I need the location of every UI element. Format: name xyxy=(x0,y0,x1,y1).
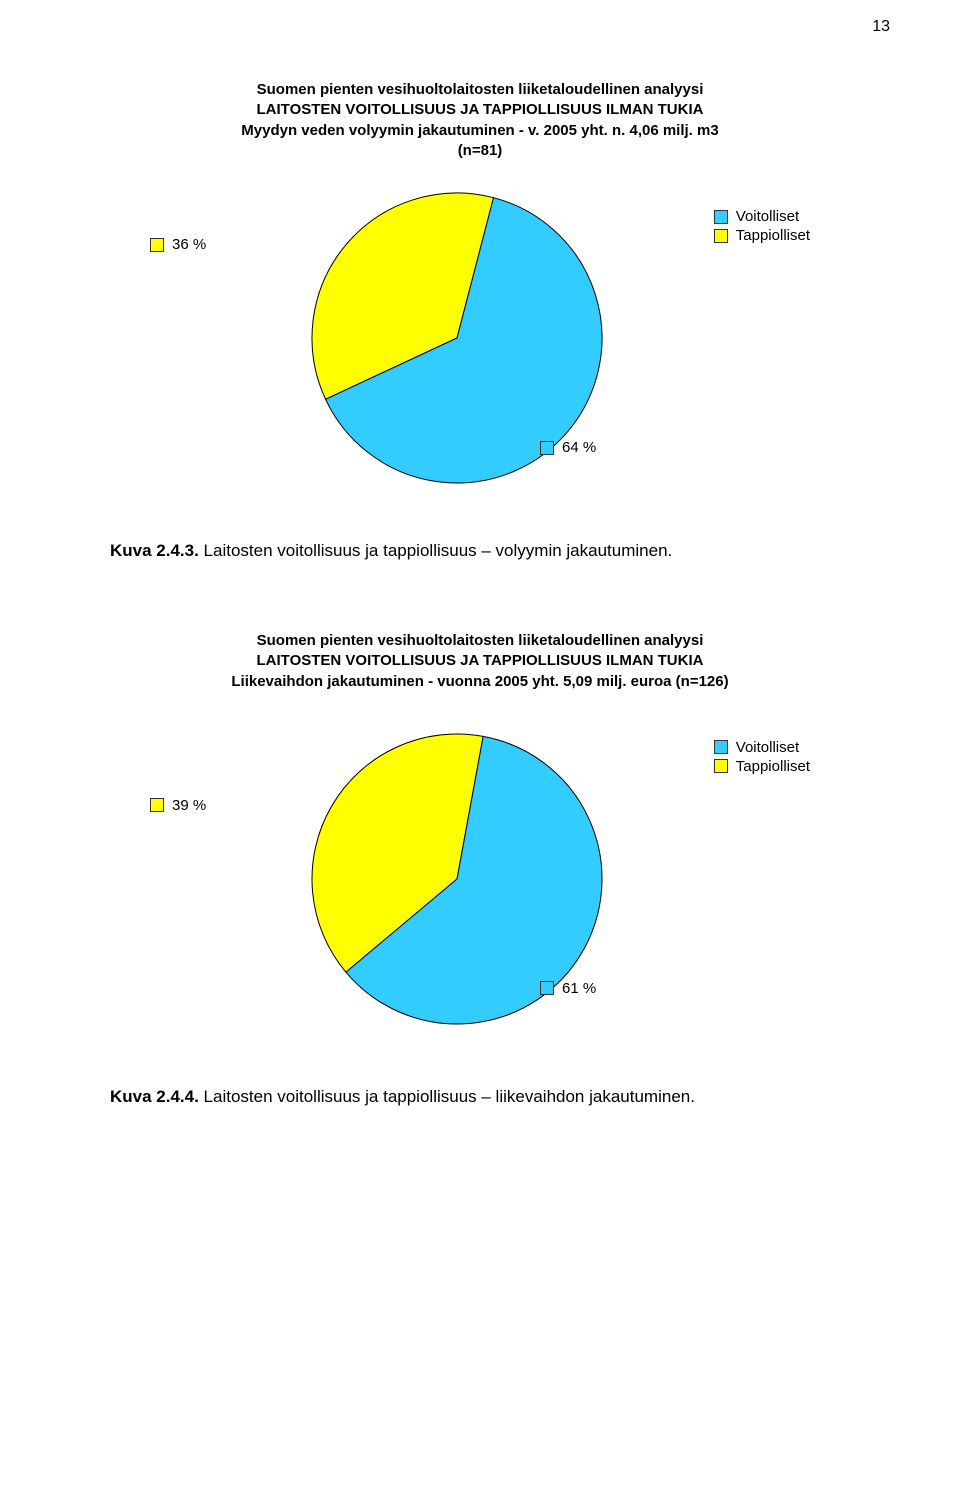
chart-2-block: Suomen pienten vesihuoltolaitosten liike… xyxy=(110,631,850,1042)
legend-label: Tappiolliset xyxy=(736,227,810,244)
caption-prefix: Kuva 2.4.3. xyxy=(110,541,199,560)
chart-2-title-line-2: Liikevaihdon jakautuminen - vuonna 2005 … xyxy=(231,673,728,690)
chart-1-area: Voitolliset Tappiolliset 36 % 64 % xyxy=(110,181,850,511)
legend-label: Tappiolliset xyxy=(736,758,810,775)
label-swatch xyxy=(150,798,164,812)
chart-1-caption: Kuva 2.4.3. Laitosten voitollisuus ja ta… xyxy=(110,541,850,561)
caption-text: Laitosten voitollisuus ja tappiollisuus … xyxy=(199,1087,695,1106)
chart-2-legend-item: Voitolliset xyxy=(714,739,810,756)
page-number: 13 xyxy=(872,18,890,36)
legend-swatch xyxy=(714,229,728,243)
chart-1-slice-label-1: 64 % xyxy=(540,439,596,456)
chart-1-title-line-0: Suomen pienten vesihuoltolaitosten liike… xyxy=(257,81,704,98)
chart-2-area: Voitolliset Tappiolliset 39 % 61 % xyxy=(110,712,850,1042)
chart-1-legend-item: Voitolliset xyxy=(714,208,810,225)
chart-1-slice-label-0: 36 % xyxy=(150,236,206,253)
caption-prefix: Kuva 2.4.4. xyxy=(110,1087,199,1106)
chart-2-title-line-1: LAITOSTEN VOITOLLISUUS JA TAPPIOLLISUUS … xyxy=(257,652,704,669)
label-swatch xyxy=(540,981,554,995)
legend-swatch xyxy=(714,740,728,754)
legend-label: Voitolliset xyxy=(736,739,799,756)
chart-1-block: Suomen pienten vesihuoltolaitosten liike… xyxy=(110,80,850,511)
chart-2-slice-label-0: 39 % xyxy=(150,797,206,814)
legend-label: Voitolliset xyxy=(736,208,799,225)
legend-swatch xyxy=(714,759,728,773)
slice-label-text: 61 % xyxy=(562,980,596,997)
chart-2-legend-item: Tappiolliset xyxy=(714,758,810,775)
chart-1-legend: Voitolliset Tappiolliset xyxy=(704,201,820,251)
document-page: 13 Suomen pienten vesihuoltolaitosten li… xyxy=(0,0,960,1511)
chart-1-title-line-1: LAITOSTEN VOITOLLISUUS JA TAPPIOLLISUUS … xyxy=(257,101,704,118)
label-swatch xyxy=(540,441,554,455)
chart-2-title-line-0: Suomen pienten vesihuoltolaitosten liike… xyxy=(257,632,704,649)
chart-1-title-line-3: (n=81) xyxy=(458,142,503,159)
chart-2-caption: Kuva 2.4.4. Laitosten voitollisuus ja ta… xyxy=(110,1087,850,1107)
caption-text: Laitosten voitollisuus ja tappiollisuus … xyxy=(199,541,672,560)
chart-2-title: Suomen pienten vesihuoltolaitosten liike… xyxy=(130,631,830,692)
chart-2-slice-label-1: 61 % xyxy=(540,980,596,997)
chart-2-legend: Voitolliset Tappiolliset xyxy=(704,732,820,782)
chart-1-title-line-2: Myydyn veden volyymin jakautuminen - v. … xyxy=(241,122,718,139)
chart-1-title: Suomen pienten vesihuoltolaitosten liike… xyxy=(130,80,830,161)
slice-label-text: 36 % xyxy=(172,236,206,253)
slice-label-text: 64 % xyxy=(562,439,596,456)
chart-1-legend-item: Tappiolliset xyxy=(714,227,810,244)
slice-label-text: 39 % xyxy=(172,797,206,814)
label-swatch xyxy=(150,238,164,252)
legend-swatch xyxy=(714,210,728,224)
